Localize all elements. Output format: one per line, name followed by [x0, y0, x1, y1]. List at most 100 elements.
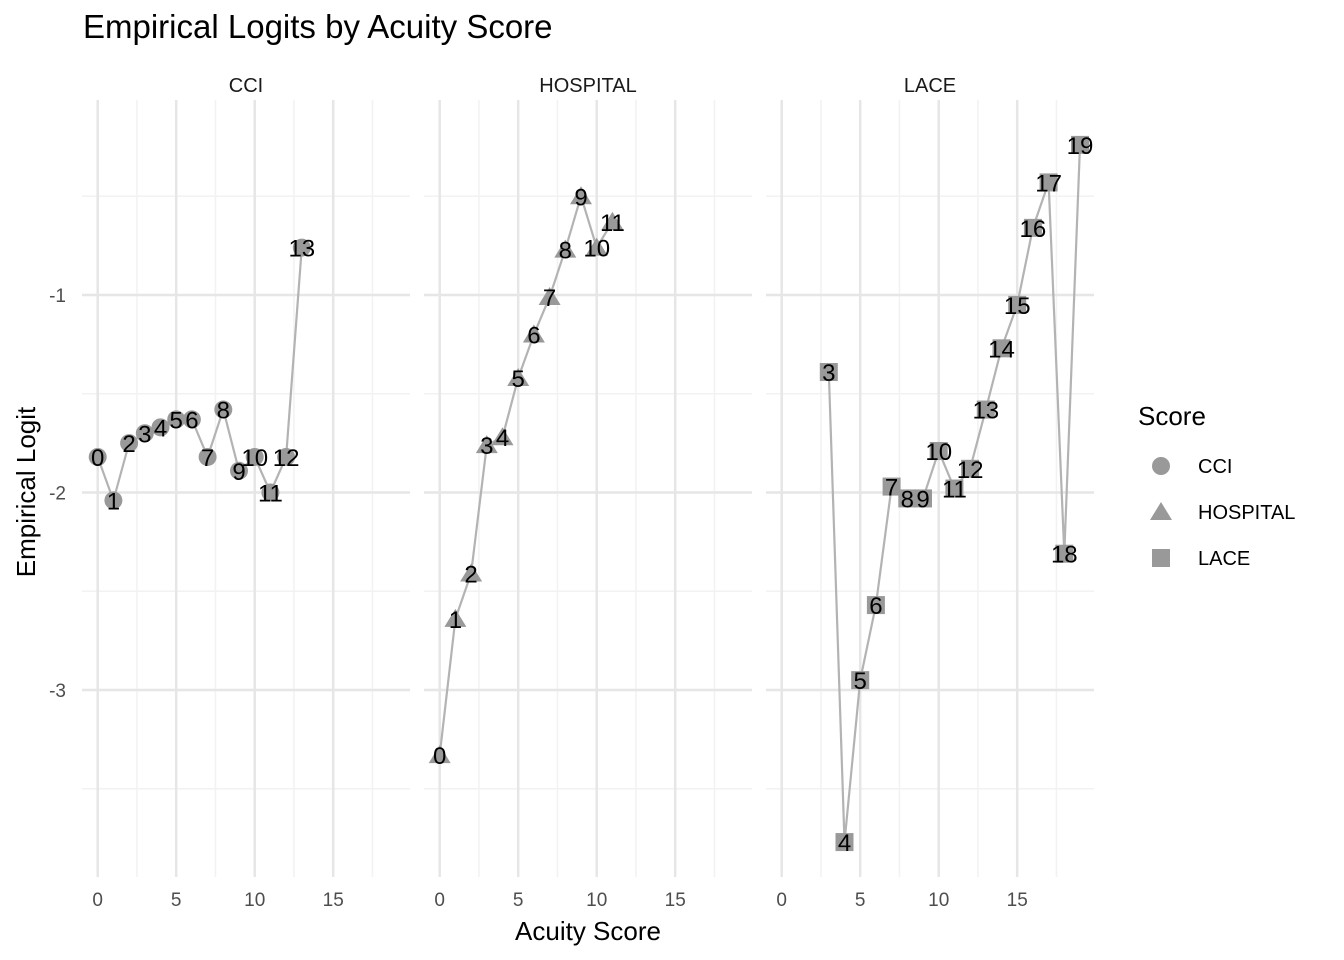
data-label: 19 [1067, 133, 1094, 160]
legend-item-lace: LACE [1152, 548, 1250, 570]
data-label: 2 [122, 431, 135, 458]
x-tick-label: 15 [323, 890, 344, 911]
x-tick-label: 15 [665, 890, 686, 911]
data-point-circle [151, 418, 170, 437]
data-label: 7 [201, 445, 214, 472]
x-tick-label: 15 [1007, 890, 1028, 911]
data-label: 8 [217, 398, 230, 425]
legend: Score CCI HOSPITAL LACE [1138, 401, 1295, 570]
x-tick-label: 0 [434, 890, 445, 911]
data-label: 0 [91, 445, 104, 472]
y-tick-label: -3 [49, 681, 66, 702]
data-label: 9 [574, 184, 587, 211]
legend-item-hospital: HOSPITAL [1150, 502, 1295, 524]
data-point-triangle [491, 427, 514, 446]
data-label: 12 [957, 457, 984, 484]
data-label: 3 [480, 433, 493, 460]
data-point-triangle [460, 563, 483, 582]
data-point-square [929, 442, 948, 461]
legend-key-circle [1152, 457, 1170, 475]
data-point-triangle [585, 237, 608, 256]
data-label: 13 [288, 236, 315, 263]
data-label: 10 [241, 445, 268, 472]
legend-item-cci: CCI [1152, 456, 1232, 478]
data-label: 12 [273, 445, 300, 472]
data-point-square [992, 339, 1011, 358]
data-label: 15 [1004, 293, 1031, 320]
y-axis: -1 -2 -3 [49, 286, 66, 702]
legend-label: CCI [1198, 456, 1232, 478]
legend-label: HOSPITAL [1198, 502, 1295, 524]
data-label: 6 [869, 593, 882, 620]
data-point-square [1071, 135, 1089, 154]
data-point-circle [120, 434, 139, 453]
x-axis-title: Acuity Score [515, 916, 661, 946]
data-label: 5 [170, 407, 183, 434]
data-label: 10 [583, 236, 610, 263]
data-point-square [882, 477, 901, 496]
data-point-circle [230, 461, 248, 480]
y-axis-title: Empirical Logit [11, 406, 41, 577]
chart-title: Empirical Logits by Acuity Score [83, 8, 553, 45]
data-point-square [1039, 173, 1058, 192]
data-label: 14 [988, 336, 1015, 363]
series-line-cci [96, 247, 303, 505]
data-point-circle [198, 447, 217, 466]
data-point-triangle [444, 608, 467, 627]
data-label: 3 [822, 360, 835, 387]
legend-key-triangle [1150, 502, 1172, 520]
series-line-hospital [438, 192, 614, 756]
facet-strip-label: CCI [229, 75, 263, 97]
x-tick-label: 10 [586, 890, 607, 911]
data-point-triangle [475, 435, 498, 454]
x-tick-label: 5 [513, 890, 524, 911]
data-point-circle [261, 483, 280, 502]
data-point-triangle [554, 239, 577, 258]
data-point-circle [167, 410, 186, 429]
data-label: 4 [838, 830, 851, 857]
data-point-square [898, 489, 917, 508]
data-label: 7 [543, 285, 556, 312]
data-point-triangle [507, 367, 530, 386]
data-point-square [866, 596, 885, 615]
data-label: 1 [449, 607, 462, 634]
data-label: 4 [496, 425, 509, 452]
data-point-square [851, 671, 870, 690]
data-point-circle [277, 447, 296, 466]
x-tick-label: 10 [928, 890, 949, 911]
data-label: 11 [942, 477, 967, 504]
data-point-square [976, 400, 995, 419]
y-tick-label: -1 [49, 286, 66, 307]
data-point-circle [88, 447, 107, 466]
legend-label: LACE [1198, 548, 1250, 570]
data-label: 0 [433, 743, 446, 770]
facet-strip-label: HOSPITAL [539, 75, 636, 97]
data-label: 6 [527, 323, 540, 350]
legend-key-square [1152, 549, 1170, 567]
data-label: 11 [600, 210, 625, 237]
data-label: 5 [854, 668, 867, 695]
data-point-square [819, 363, 838, 382]
data-point-square [1008, 295, 1027, 314]
data-point-square [914, 489, 932, 508]
data-point-square [1023, 218, 1042, 237]
data-label: 6 [185, 407, 198, 434]
data-label: 18 [1051, 542, 1078, 569]
data-point-square [961, 459, 980, 478]
data-label: 1 [107, 488, 120, 515]
data-label: 17 [1035, 170, 1062, 197]
data-point-triangle [601, 211, 624, 230]
data-point-circle [292, 238, 311, 257]
data-point-triangle [522, 324, 545, 343]
data-label: 2 [464, 561, 477, 588]
x-tick-label: 10 [244, 890, 265, 911]
data-label: 9 [916, 486, 929, 513]
data-label: 13 [972, 398, 999, 425]
data-point-square [945, 479, 964, 498]
data-point-circle [214, 400, 233, 419]
data-label: 11 [258, 481, 283, 508]
data-point-triangle [428, 745, 451, 764]
